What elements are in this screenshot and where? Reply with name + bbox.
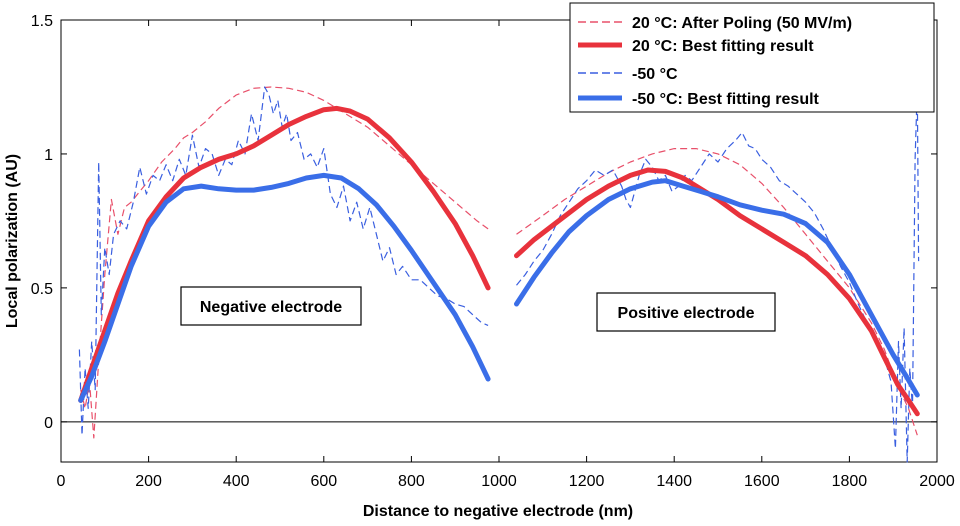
x-tick-label: 1800 [832, 473, 868, 490]
axis-ticks: 0 200 400 600 800 1000 1200 1400 1600 1800 2000 0 0.… [31, 13, 955, 490]
legend-box [569, 2, 935, 113]
x-tick-label: 400 [223, 473, 250, 490]
x-tick-label: 1400 [656, 473, 692, 490]
x-tick-label: 1600 [744, 473, 780, 490]
series-line-50-c-segment-2 [516, 86, 920, 463]
legend-label-minus50c: -50 °C [632, 66, 678, 83]
series-line-50-c-best-fitting-result-segment-1 [78, 172, 491, 403]
x-tick-label: 0 [57, 473, 66, 490]
positive-electrode-annotation: Positive electrode [596, 292, 776, 332]
x-axis-label: Distance to negative electrode (nm) [363, 503, 633, 520]
series-line-20-c-best-fitting-result-segment-2 [514, 167, 920, 417]
x-tick-label: 600 [310, 473, 337, 490]
legend-label-20c-fit: 20 °C: Best fitting result [632, 38, 814, 55]
series-layer [78, 86, 920, 463]
series-line-50-c-best-fitting-result-segment-2 [514, 178, 920, 398]
y-axis-label: Local polarization (AU) [4, 154, 21, 328]
legend-label-minus50c-fit: -50 °C: Best fitting result [632, 91, 820, 108]
negative-electrode-annotation: Negative electrode [180, 286, 362, 326]
positive-electrode-label: Positive electrode [618, 305, 755, 322]
y-tick-label: 0 [44, 415, 53, 432]
x-tick-label: 800 [398, 473, 425, 490]
y-tick-label: 0.5 [31, 281, 53, 298]
x-tick-label: 1200 [569, 473, 605, 490]
x-tick-label: 200 [135, 473, 162, 490]
x-tick-label: 2000 [919, 473, 955, 490]
series-line-20-c-after-poling-50-mv-m-segment-1 [80, 86, 489, 439]
negative-electrode-label: Negative electrode [200, 299, 342, 316]
legend-label-after-poling: 20 °C: After Poling (50 MV/m) [632, 15, 852, 32]
legend: 20 °C: After Poling (50 MV/m) 20 °C: Bes… [569, 2, 935, 113]
x-tick-label: 1000 [481, 473, 517, 490]
y-tick-label: 1.5 [31, 13, 53, 30]
series-line-50-c-segment-1 [78, 86, 489, 436]
y-tick-label: 1 [44, 147, 53, 164]
